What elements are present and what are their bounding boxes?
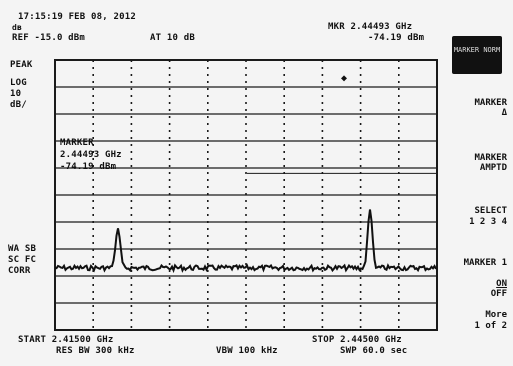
- marker-onoff-button[interactable]: MARKER 1: [463, 258, 507, 268]
- stop-freq: STOP 2.44500 GHz: [312, 335, 402, 345]
- softkey-marker-norm-label: MARKER NORM: [453, 46, 501, 54]
- marker-on-label: ON: [496, 279, 507, 289]
- marker-box-freq: 2.44493 GHz: [60, 150, 122, 160]
- unit-label: dB/: [10, 100, 27, 110]
- peak-label: PEAK: [10, 60, 33, 70]
- sweep-time: SWP 60.0 sec: [340, 346, 408, 356]
- spectrum-trace: [54, 209, 437, 274]
- marker-delta-button[interactable]: MARKER Δ: [474, 98, 507, 118]
- marker-box-level: -74.19 dBm: [60, 162, 117, 172]
- more-button[interactable]: More: [485, 310, 507, 320]
- marker-box-title: MARKER: [60, 138, 94, 148]
- select-numbers: 1 2 3 4: [469, 217, 507, 227]
- db-symbol: dʙ: [12, 23, 23, 32]
- softkey-marker-norm-button[interactable]: MARKER NORM: [452, 36, 502, 74]
- marker-readout: MKR 2.44493 GHz: [328, 22, 413, 32]
- marker-off-label: OFF: [490, 289, 507, 299]
- trace-line: [54, 209, 437, 274]
- marker-onoff-state: ON OFF: [480, 269, 507, 299]
- attenuation: AT 10 dB: [150, 33, 195, 43]
- ref-level: REF -15.0 dBm: [12, 33, 86, 43]
- log-label: LOG: [10, 78, 27, 88]
- sc-fc-label: SC FC: [8, 255, 37, 265]
- graticule: [54, 59, 438, 331]
- more-page-label: 1 of 2: [474, 321, 507, 331]
- select-button[interactable]: SELECT: [474, 206, 507, 216]
- marker-diamond-icon: ◆: [341, 73, 348, 84]
- vbw: VBW 100 kHz: [216, 346, 278, 356]
- marker-amptd-button[interactable]: MARKER AMPTD: [474, 153, 507, 173]
- marker-level: -74.19 dBm: [368, 33, 425, 43]
- res-bw: RES BW 300 kHz: [56, 346, 135, 356]
- start-freq: START 2.41500 GHz: [18, 335, 114, 345]
- corr-label: CORR: [8, 266, 31, 276]
- scale-label: 10: [10, 89, 22, 99]
- timestamp: 17:15:19 FEB 08, 2012: [18, 12, 136, 22]
- wa-sb-label: WA SB: [8, 244, 37, 254]
